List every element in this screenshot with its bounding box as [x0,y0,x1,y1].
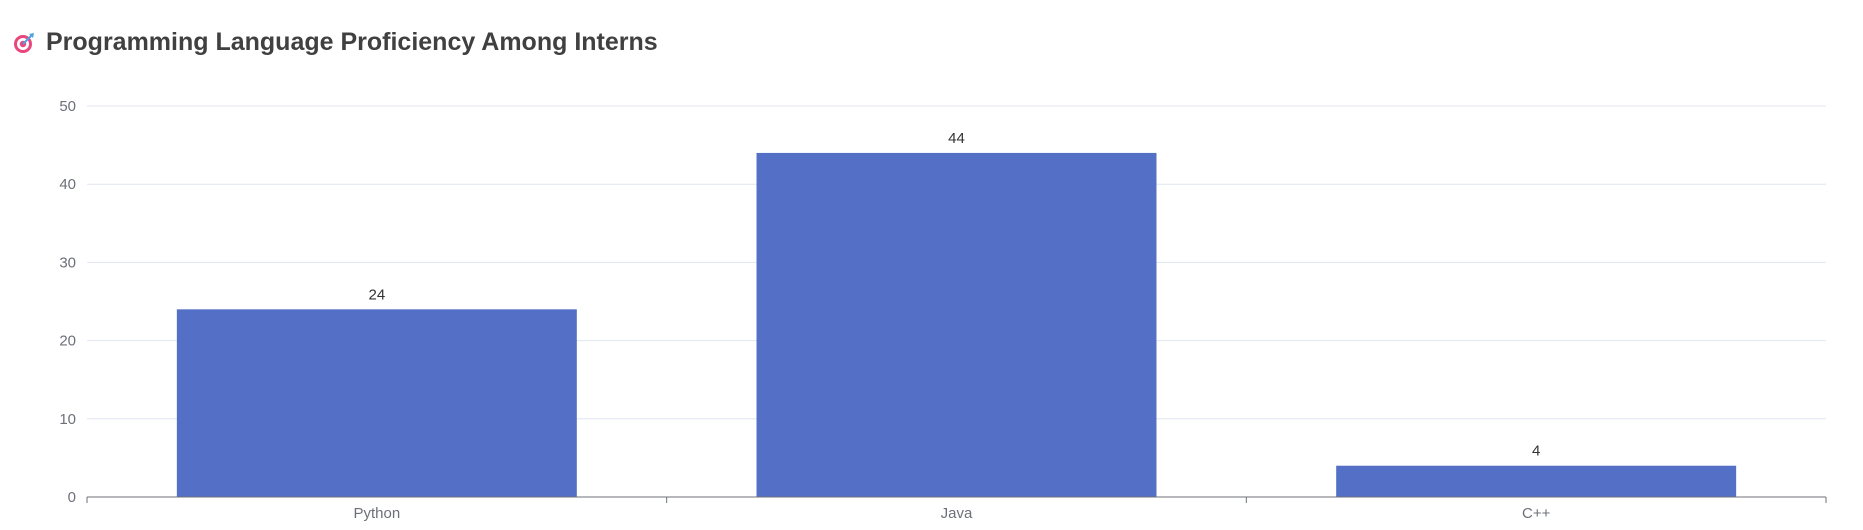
y-tick-label: 50 [59,98,76,115]
bar-value-label: 44 [948,130,965,147]
x-axis [86,496,1827,503]
target-icon [14,32,34,53]
y-tick-label: 10 [59,411,76,428]
bar-c- [1336,465,1737,497]
y-tick-label: 0 [68,489,76,506]
bar-value-label: 24 [368,286,385,303]
x-axis-labels: Python Java C++ [353,505,1550,522]
bar-python [176,309,577,497]
x-tick-label: Python [353,505,400,522]
bar-value-label: 4 [1532,443,1540,460]
y-tick-label: 40 [59,176,76,193]
y-tick-label: 20 [59,333,76,350]
bar-java [756,152,1157,498]
y-tick-label: 30 [59,254,76,271]
x-tick-label: Java [941,505,973,522]
x-tick-label: C++ [1522,505,1551,522]
y-axis-labels: 0 10 20 30 40 50 [59,98,76,506]
chart-title: Programming Language Proficiency Among I… [46,28,658,56]
bars [176,152,1737,498]
chart-title-bar: Programming Language Proficiency Among I… [12,28,658,57]
